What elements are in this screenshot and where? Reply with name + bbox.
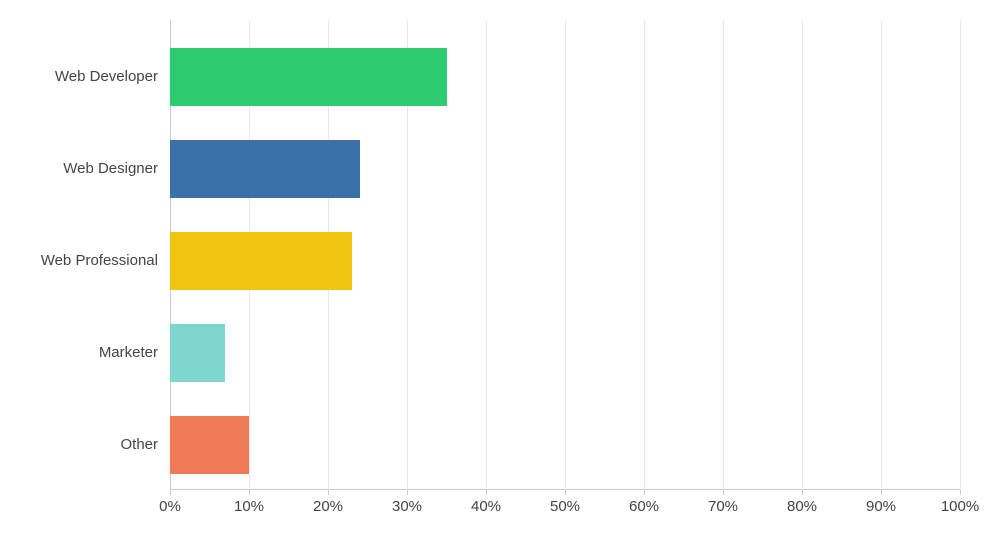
gridline bbox=[960, 20, 961, 490]
bar bbox=[170, 232, 352, 290]
gridline bbox=[565, 20, 566, 490]
x-tick-mark bbox=[249, 490, 250, 495]
x-tick-label: 70% bbox=[708, 498, 738, 515]
bar bbox=[170, 48, 447, 106]
bar bbox=[170, 324, 225, 382]
gridline bbox=[644, 20, 645, 490]
x-tick-label: 100% bbox=[941, 498, 979, 515]
category-label: Web Professional bbox=[8, 232, 158, 290]
bar bbox=[170, 416, 249, 474]
x-tick-label: 0% bbox=[159, 498, 181, 515]
x-tick-mark bbox=[170, 490, 171, 495]
bar bbox=[170, 140, 360, 198]
category-label: Web Developer bbox=[8, 48, 158, 106]
x-tick-label: 90% bbox=[866, 498, 896, 515]
x-tick-label: 30% bbox=[392, 498, 422, 515]
x-tick-mark bbox=[565, 490, 566, 495]
gridline bbox=[486, 20, 487, 490]
x-tick-label: 20% bbox=[313, 498, 343, 515]
x-tick-mark bbox=[881, 490, 882, 495]
category-label: Web Designer bbox=[8, 140, 158, 198]
role-distribution-chart: 0% 10% 20% 30% 40% 50% 60% 70% 80% 90% 100% Web Dev… bbox=[0, 0, 988, 542]
x-tick-mark bbox=[328, 490, 329, 495]
x-tick-label: 60% bbox=[629, 498, 659, 515]
x-tick-mark bbox=[407, 490, 408, 495]
plot-area bbox=[170, 20, 960, 490]
gridline bbox=[802, 20, 803, 490]
category-label: Other bbox=[8, 416, 158, 474]
category-label: Marketer bbox=[8, 324, 158, 382]
x-tick-label: 50% bbox=[550, 498, 580, 515]
gridline bbox=[723, 20, 724, 490]
x-tick-label: 40% bbox=[471, 498, 501, 515]
gridline bbox=[881, 20, 882, 490]
x-tick-label: 10% bbox=[234, 498, 264, 515]
x-tick-mark bbox=[802, 490, 803, 495]
x-tick-label: 80% bbox=[787, 498, 817, 515]
x-tick-mark bbox=[644, 490, 645, 495]
x-tick-mark bbox=[486, 490, 487, 495]
x-tick-mark bbox=[723, 490, 724, 495]
x-tick-mark bbox=[960, 490, 961, 495]
